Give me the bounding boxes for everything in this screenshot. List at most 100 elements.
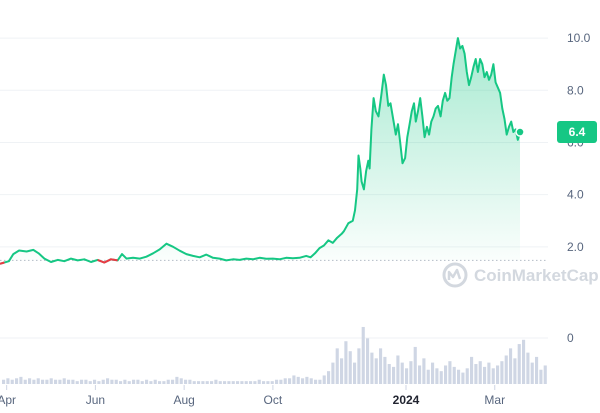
volume-bar bbox=[32, 379, 36, 384]
volume-bar bbox=[214, 379, 218, 384]
volume-bar bbox=[28, 378, 32, 384]
volume-bar bbox=[357, 348, 361, 384]
volume-bar bbox=[201, 381, 205, 384]
volume-bar bbox=[431, 362, 435, 384]
volume-bar bbox=[162, 381, 166, 384]
y-tick-label: 4.0 bbox=[567, 188, 584, 202]
volume-bar bbox=[231, 381, 235, 384]
volume-bar bbox=[2, 379, 6, 384]
volume-bar bbox=[101, 379, 105, 384]
volume-bar bbox=[119, 381, 123, 384]
volume-bar bbox=[353, 362, 357, 384]
x-tick-label: Mar bbox=[484, 393, 505, 407]
volume-bar bbox=[93, 379, 97, 384]
volume-bar bbox=[6, 378, 10, 384]
volume-bar bbox=[166, 379, 170, 384]
volume-bar bbox=[188, 379, 192, 384]
volume-bar bbox=[400, 362, 404, 384]
volume-bar bbox=[439, 371, 443, 384]
volume-bar bbox=[422, 358, 426, 384]
volume-bar bbox=[227, 381, 231, 384]
volume-bar bbox=[67, 379, 71, 384]
volume-bar bbox=[327, 371, 331, 384]
volume-bar bbox=[136, 379, 140, 384]
volume-bar bbox=[374, 358, 378, 384]
x-tick-label: Aug bbox=[173, 393, 194, 407]
volume-bar bbox=[370, 352, 374, 384]
volume-bar bbox=[504, 355, 508, 384]
volume-bar bbox=[54, 379, 58, 384]
volume-bar bbox=[71, 379, 75, 384]
volume-bar bbox=[309, 378, 313, 384]
volume-bar bbox=[283, 378, 287, 384]
volume-bar bbox=[175, 376, 179, 384]
volume-bar bbox=[340, 358, 344, 384]
volume-bar bbox=[543, 365, 547, 384]
volume-bar bbox=[253, 381, 257, 384]
x-tick-label: Jun bbox=[86, 393, 105, 407]
current-price-badge-bg bbox=[557, 121, 597, 144]
current-price-dot bbox=[515, 127, 525, 137]
volume-bar bbox=[41, 379, 45, 384]
volume-bar bbox=[491, 368, 495, 384]
volume-bar bbox=[305, 376, 309, 384]
price-line-up bbox=[0, 37, 521, 265]
watermark: CoinMarketCap bbox=[442, 262, 599, 288]
volume-bar bbox=[244, 381, 248, 384]
volume-bar bbox=[361, 326, 365, 384]
volume-bar bbox=[396, 355, 400, 384]
volume-bar bbox=[539, 369, 543, 384]
volume-bar bbox=[470, 356, 474, 384]
volume-bar bbox=[448, 361, 452, 384]
volume-bar bbox=[15, 378, 19, 384]
volume-bar bbox=[344, 341, 348, 384]
volume-bar bbox=[223, 381, 227, 384]
volume-bar bbox=[123, 379, 127, 384]
volume-bar bbox=[413, 346, 417, 384]
volume-bar bbox=[110, 379, 114, 384]
volume-bar bbox=[97, 381, 101, 384]
volume-zero-label: 0 bbox=[567, 331, 574, 345]
volume-bar bbox=[509, 348, 513, 384]
volume-bar bbox=[171, 379, 175, 384]
volume-bar bbox=[184, 379, 188, 384]
volume-bar bbox=[314, 379, 318, 384]
volume-bars bbox=[2, 326, 547, 384]
volume-bar bbox=[153, 379, 157, 384]
volume-bar bbox=[292, 375, 296, 384]
volume-bar bbox=[405, 368, 409, 384]
volume-bar bbox=[236, 381, 240, 384]
volume-bar bbox=[262, 381, 266, 384]
volume-bar bbox=[275, 379, 279, 384]
volume-bar bbox=[270, 381, 274, 384]
volume-bar bbox=[197, 381, 201, 384]
volume-bar bbox=[288, 378, 292, 384]
volume-bar bbox=[279, 379, 283, 384]
volume-bar bbox=[296, 376, 300, 384]
volume-bar bbox=[149, 381, 153, 384]
volume-bar bbox=[335, 348, 339, 384]
volume-bar bbox=[301, 378, 305, 384]
volume-bar bbox=[62, 378, 66, 384]
volume-bar bbox=[127, 381, 131, 384]
current-price-badge: 6.4 bbox=[557, 121, 597, 144]
volume-bar bbox=[322, 375, 326, 384]
volume-bar bbox=[210, 381, 214, 384]
coinmarketcap-logo-icon bbox=[442, 262, 468, 288]
volume-bar bbox=[478, 361, 482, 384]
volume-bar bbox=[19, 376, 23, 384]
volume-bar bbox=[240, 381, 244, 384]
volume-bar bbox=[88, 381, 92, 384]
gridlines bbox=[0, 37, 548, 339]
volume-bar bbox=[58, 379, 62, 384]
volume-bar bbox=[366, 338, 370, 384]
volume-bar bbox=[496, 365, 500, 384]
volume-bar bbox=[483, 366, 487, 384]
volume-bar bbox=[205, 381, 209, 384]
price-line bbox=[0, 37, 525, 265]
volume-bar bbox=[461, 372, 465, 384]
x-tick-label: 2024 bbox=[393, 393, 420, 407]
volume-bar bbox=[318, 379, 322, 384]
